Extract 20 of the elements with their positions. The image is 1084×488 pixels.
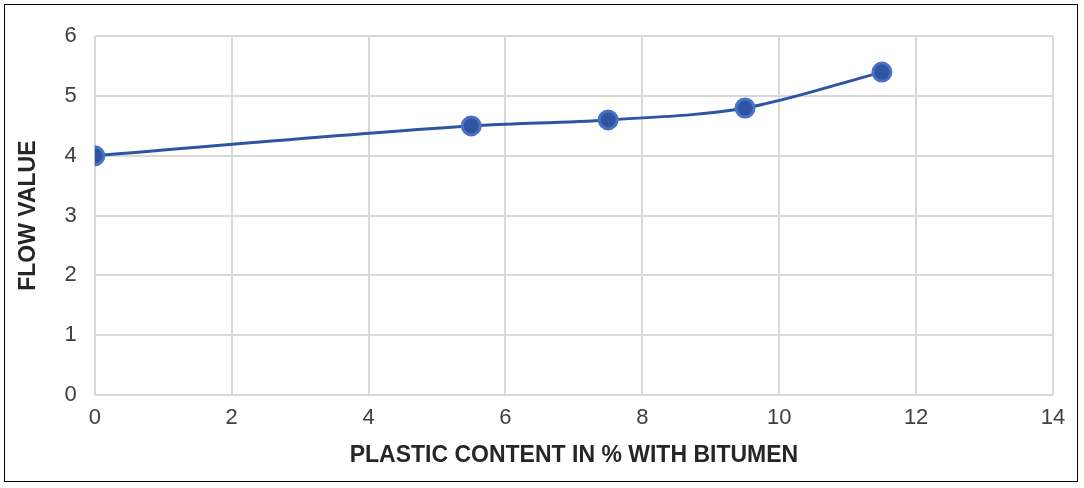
x-tick-label: 10 bbox=[767, 404, 792, 430]
x-tick-label: 6 bbox=[499, 404, 512, 430]
x-tick-label: 12 bbox=[903, 404, 929, 430]
x-tick-label: 8 bbox=[636, 404, 649, 430]
y-tick-label: 3 bbox=[64, 201, 77, 227]
y-tick-label: 0 bbox=[64, 381, 77, 407]
x-tick-label: 4 bbox=[362, 404, 375, 430]
point bbox=[597, 109, 619, 131]
y-axis-title: FLOW VALUE bbox=[14, 140, 41, 291]
y-tick-label: 1 bbox=[64, 321, 77, 347]
y-tick-label: 4 bbox=[64, 141, 77, 167]
x-axis-title: PLASTIC CONTENT IN % WITH BITUMEN bbox=[349, 440, 799, 467]
x-tick-label: 0 bbox=[88, 404, 101, 430]
y-tick-label: 6 bbox=[64, 22, 77, 48]
y-tick-label: 5 bbox=[64, 82, 77, 108]
point bbox=[734, 97, 756, 119]
point bbox=[871, 61, 893, 83]
y-tick-label: 2 bbox=[64, 261, 77, 287]
x-tick-label: 2 bbox=[225, 404, 238, 430]
x-tick-label: 14 bbox=[1040, 404, 1066, 430]
